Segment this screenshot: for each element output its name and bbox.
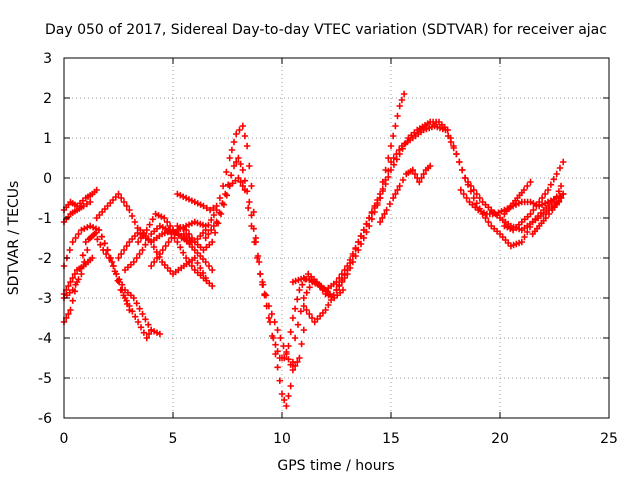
series-trace-21 [501,158,567,234]
plus-markers [174,190,220,214]
plus-markers [376,162,434,226]
y-tick-label: 1 [43,131,52,147]
y-tick-label: -2 [38,251,52,267]
series-trace-15 [174,190,220,214]
x-tick-label: 20 [491,431,509,447]
x-axis: 0 5 10 15 20 25 [60,58,618,447]
data-marks [60,90,567,410]
plus-markers [529,190,567,238]
plus-markers [174,174,307,374]
series-trace-19 [376,162,434,226]
y-axis-label: SDTVAR / TECUs [6,181,22,296]
series-trace-10 [134,210,194,246]
y-tick-label: 0 [43,171,52,187]
x-tick-label: 10 [273,431,291,447]
x-axis-label: GPS time / hours [277,458,394,474]
plot-frame [63,57,610,419]
x-tick-label: 15 [382,431,400,447]
x-tick-label: 5 [169,431,178,447]
y-tick-label: -5 [38,371,52,387]
y-tick-label: -4 [38,331,52,347]
chart-title: Day 050 of 2017, Sidereal Day-to-day VTE… [45,22,607,38]
x-tick-label: 25 [600,431,618,447]
plus-markers [501,178,534,218]
plus-markers [134,210,194,246]
y-tick-label: 3 [43,51,52,67]
y-tick-label: -6 [38,411,52,427]
y-tick-label: -1 [38,211,52,227]
x-tick-label: 0 [60,431,69,447]
y-tick-label: 2 [43,91,52,107]
series-trace-22 [501,178,534,218]
series-trace-23 [529,190,567,238]
y-axis: -6 -5 -4 -3 -2 -1 0 1 2 3 [38,51,609,427]
series-trace-14 [174,174,307,374]
plus-markers [501,158,567,234]
y-tick-label: -3 [38,291,52,307]
